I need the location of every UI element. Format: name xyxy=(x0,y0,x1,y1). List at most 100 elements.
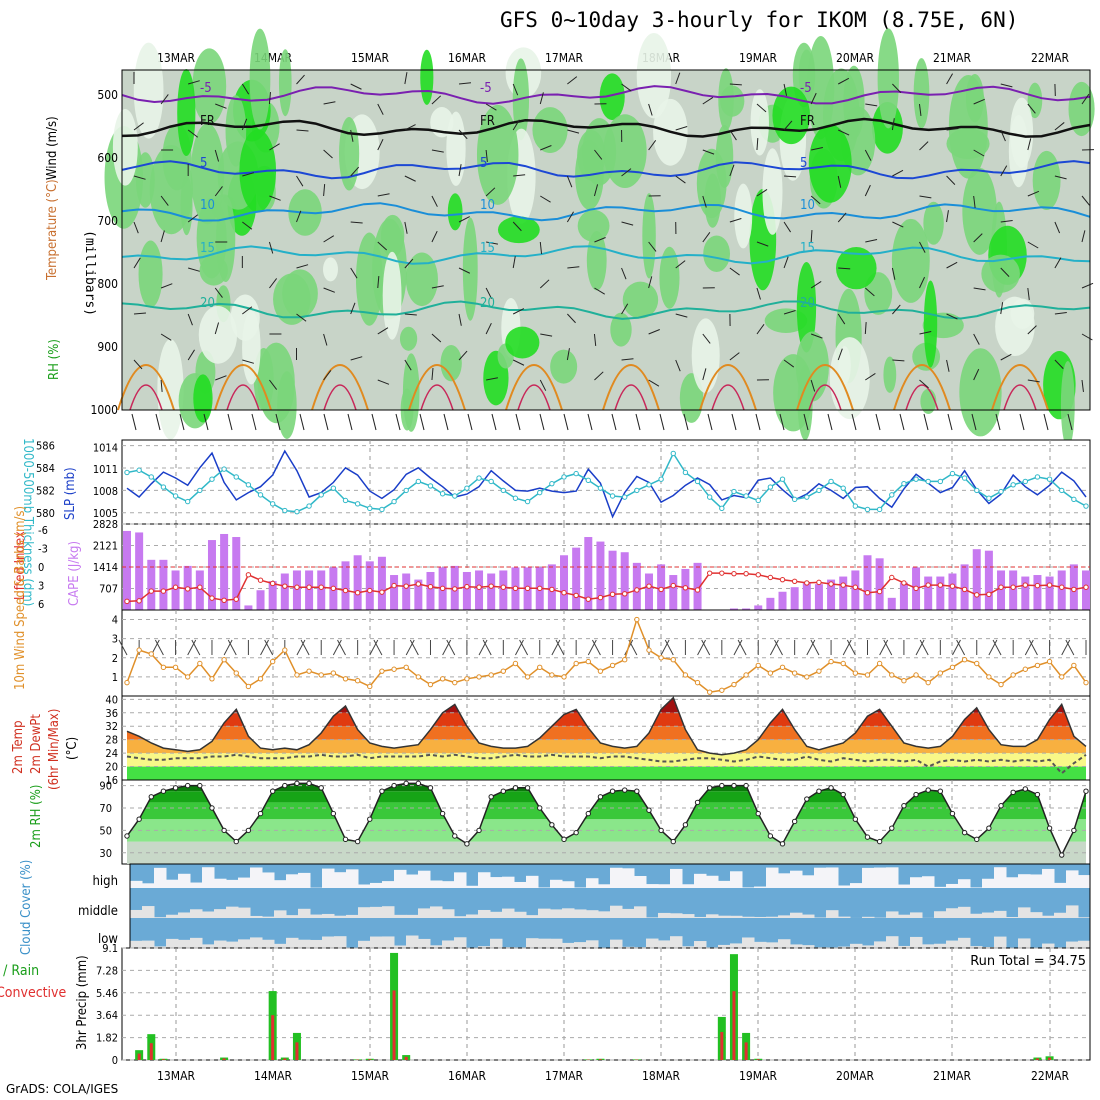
wind-barb xyxy=(1000,302,1004,315)
wind-barb xyxy=(729,83,742,86)
thickness-line-marker xyxy=(925,478,931,485)
rh-line-marker xyxy=(828,785,834,791)
cape-bar xyxy=(572,547,581,610)
rh-line-marker xyxy=(864,834,871,840)
wind-barb xyxy=(956,639,966,656)
wind-barb xyxy=(988,639,998,656)
cloud-cell xyxy=(886,936,899,948)
li-line-marker xyxy=(1022,582,1029,588)
wind-panel xyxy=(118,609,1091,697)
li-line-marker xyxy=(658,586,664,593)
warm-contour xyxy=(991,364,1049,411)
thickness-line-marker xyxy=(415,478,422,485)
li-line-marker xyxy=(124,598,130,605)
rh-blob xyxy=(959,348,1002,437)
wind-barb xyxy=(729,164,735,177)
warm-contour xyxy=(323,384,357,411)
cloud-cell xyxy=(238,907,251,918)
wind-barb xyxy=(892,359,905,362)
cloud-cell xyxy=(550,909,563,918)
cloud-cell xyxy=(226,906,239,918)
wind-barb xyxy=(269,379,278,390)
thickness-line-marker xyxy=(282,507,288,514)
wind-barb xyxy=(133,359,143,370)
rh-blob xyxy=(877,28,899,129)
rh-blob xyxy=(829,337,870,420)
cloud-cell xyxy=(178,939,191,948)
warm-contour xyxy=(214,364,272,411)
wind-tick: 1 xyxy=(112,671,118,684)
wind-barb xyxy=(675,260,686,269)
wind-barb xyxy=(1027,287,1030,300)
rh-blob xyxy=(720,85,745,117)
wind-speed-line-marker xyxy=(500,668,507,674)
rh-line-marker xyxy=(767,833,774,839)
wind-barb xyxy=(992,639,1002,656)
cloud-cell xyxy=(682,884,695,888)
wind-barb xyxy=(214,322,220,335)
cloud-cell xyxy=(322,936,335,948)
wind-barb xyxy=(621,267,627,280)
isotherm-label: 15 xyxy=(800,241,815,256)
cloud-cell xyxy=(334,915,347,918)
cloud-cell xyxy=(826,867,839,888)
wind-barb xyxy=(512,256,516,269)
wind-barb xyxy=(377,276,380,289)
li-line-marker xyxy=(209,595,215,601)
panel-frame xyxy=(121,439,1091,525)
thickness-line-marker xyxy=(330,485,337,491)
isotherm-label: 5 xyxy=(800,156,807,171)
cloud-cell xyxy=(646,884,659,888)
cloud-cell xyxy=(1078,917,1091,918)
cape-bar xyxy=(778,591,787,610)
wind-barb xyxy=(648,139,657,151)
wind-barb xyxy=(1027,241,1039,249)
rh-line-marker xyxy=(755,810,761,817)
rh-line-marker xyxy=(354,838,361,845)
warm-contour xyxy=(117,364,175,411)
cloud-cell xyxy=(874,867,887,888)
cloud-cell xyxy=(1054,882,1067,888)
cloud-panel xyxy=(129,863,1091,949)
cape-bar xyxy=(742,608,751,610)
surface-barb xyxy=(683,413,689,431)
wind-barb xyxy=(512,221,522,232)
isotherm-line xyxy=(121,202,1091,222)
li-line-marker xyxy=(913,585,919,592)
isotherm-line xyxy=(121,160,1091,180)
wind-speed-line-marker xyxy=(245,683,252,690)
cloud-cell xyxy=(1042,943,1055,948)
cloud-cell xyxy=(346,914,359,918)
cape-bar xyxy=(669,575,678,610)
cloud-cell xyxy=(250,937,263,948)
li-line-marker xyxy=(974,592,980,598)
wind-speed-line-marker xyxy=(573,660,579,667)
rh-blob xyxy=(599,73,625,121)
warm-contour xyxy=(796,364,854,411)
wind-barb xyxy=(915,639,925,656)
rh-blob xyxy=(112,109,138,186)
thickness-line-marker xyxy=(876,506,883,513)
surface-barb xyxy=(707,413,713,431)
wind-barb xyxy=(519,639,529,656)
rh-line-marker xyxy=(1083,788,1089,794)
wind-speed-line-marker xyxy=(403,664,409,671)
cape-bar xyxy=(766,597,775,610)
rh-line-marker xyxy=(330,810,337,817)
cape-bar xyxy=(620,552,629,610)
wind-barb xyxy=(737,639,747,656)
li-line-marker xyxy=(148,588,154,594)
cape-bar xyxy=(1021,576,1030,610)
rh-blob xyxy=(704,173,721,228)
li-line-marker xyxy=(330,585,337,592)
wind-speed-line-marker xyxy=(840,660,846,667)
date-label-bottom: 14MAR xyxy=(254,1069,292,1083)
cloud-cell xyxy=(358,884,371,888)
wind-barb xyxy=(648,379,660,387)
li-line-marker xyxy=(233,596,239,602)
wind-speed-line-marker xyxy=(197,660,203,667)
thickness-line-marker xyxy=(889,492,895,498)
cloud-cell xyxy=(394,869,407,888)
wind-barb xyxy=(350,356,363,361)
cloud-cell xyxy=(994,910,1007,918)
